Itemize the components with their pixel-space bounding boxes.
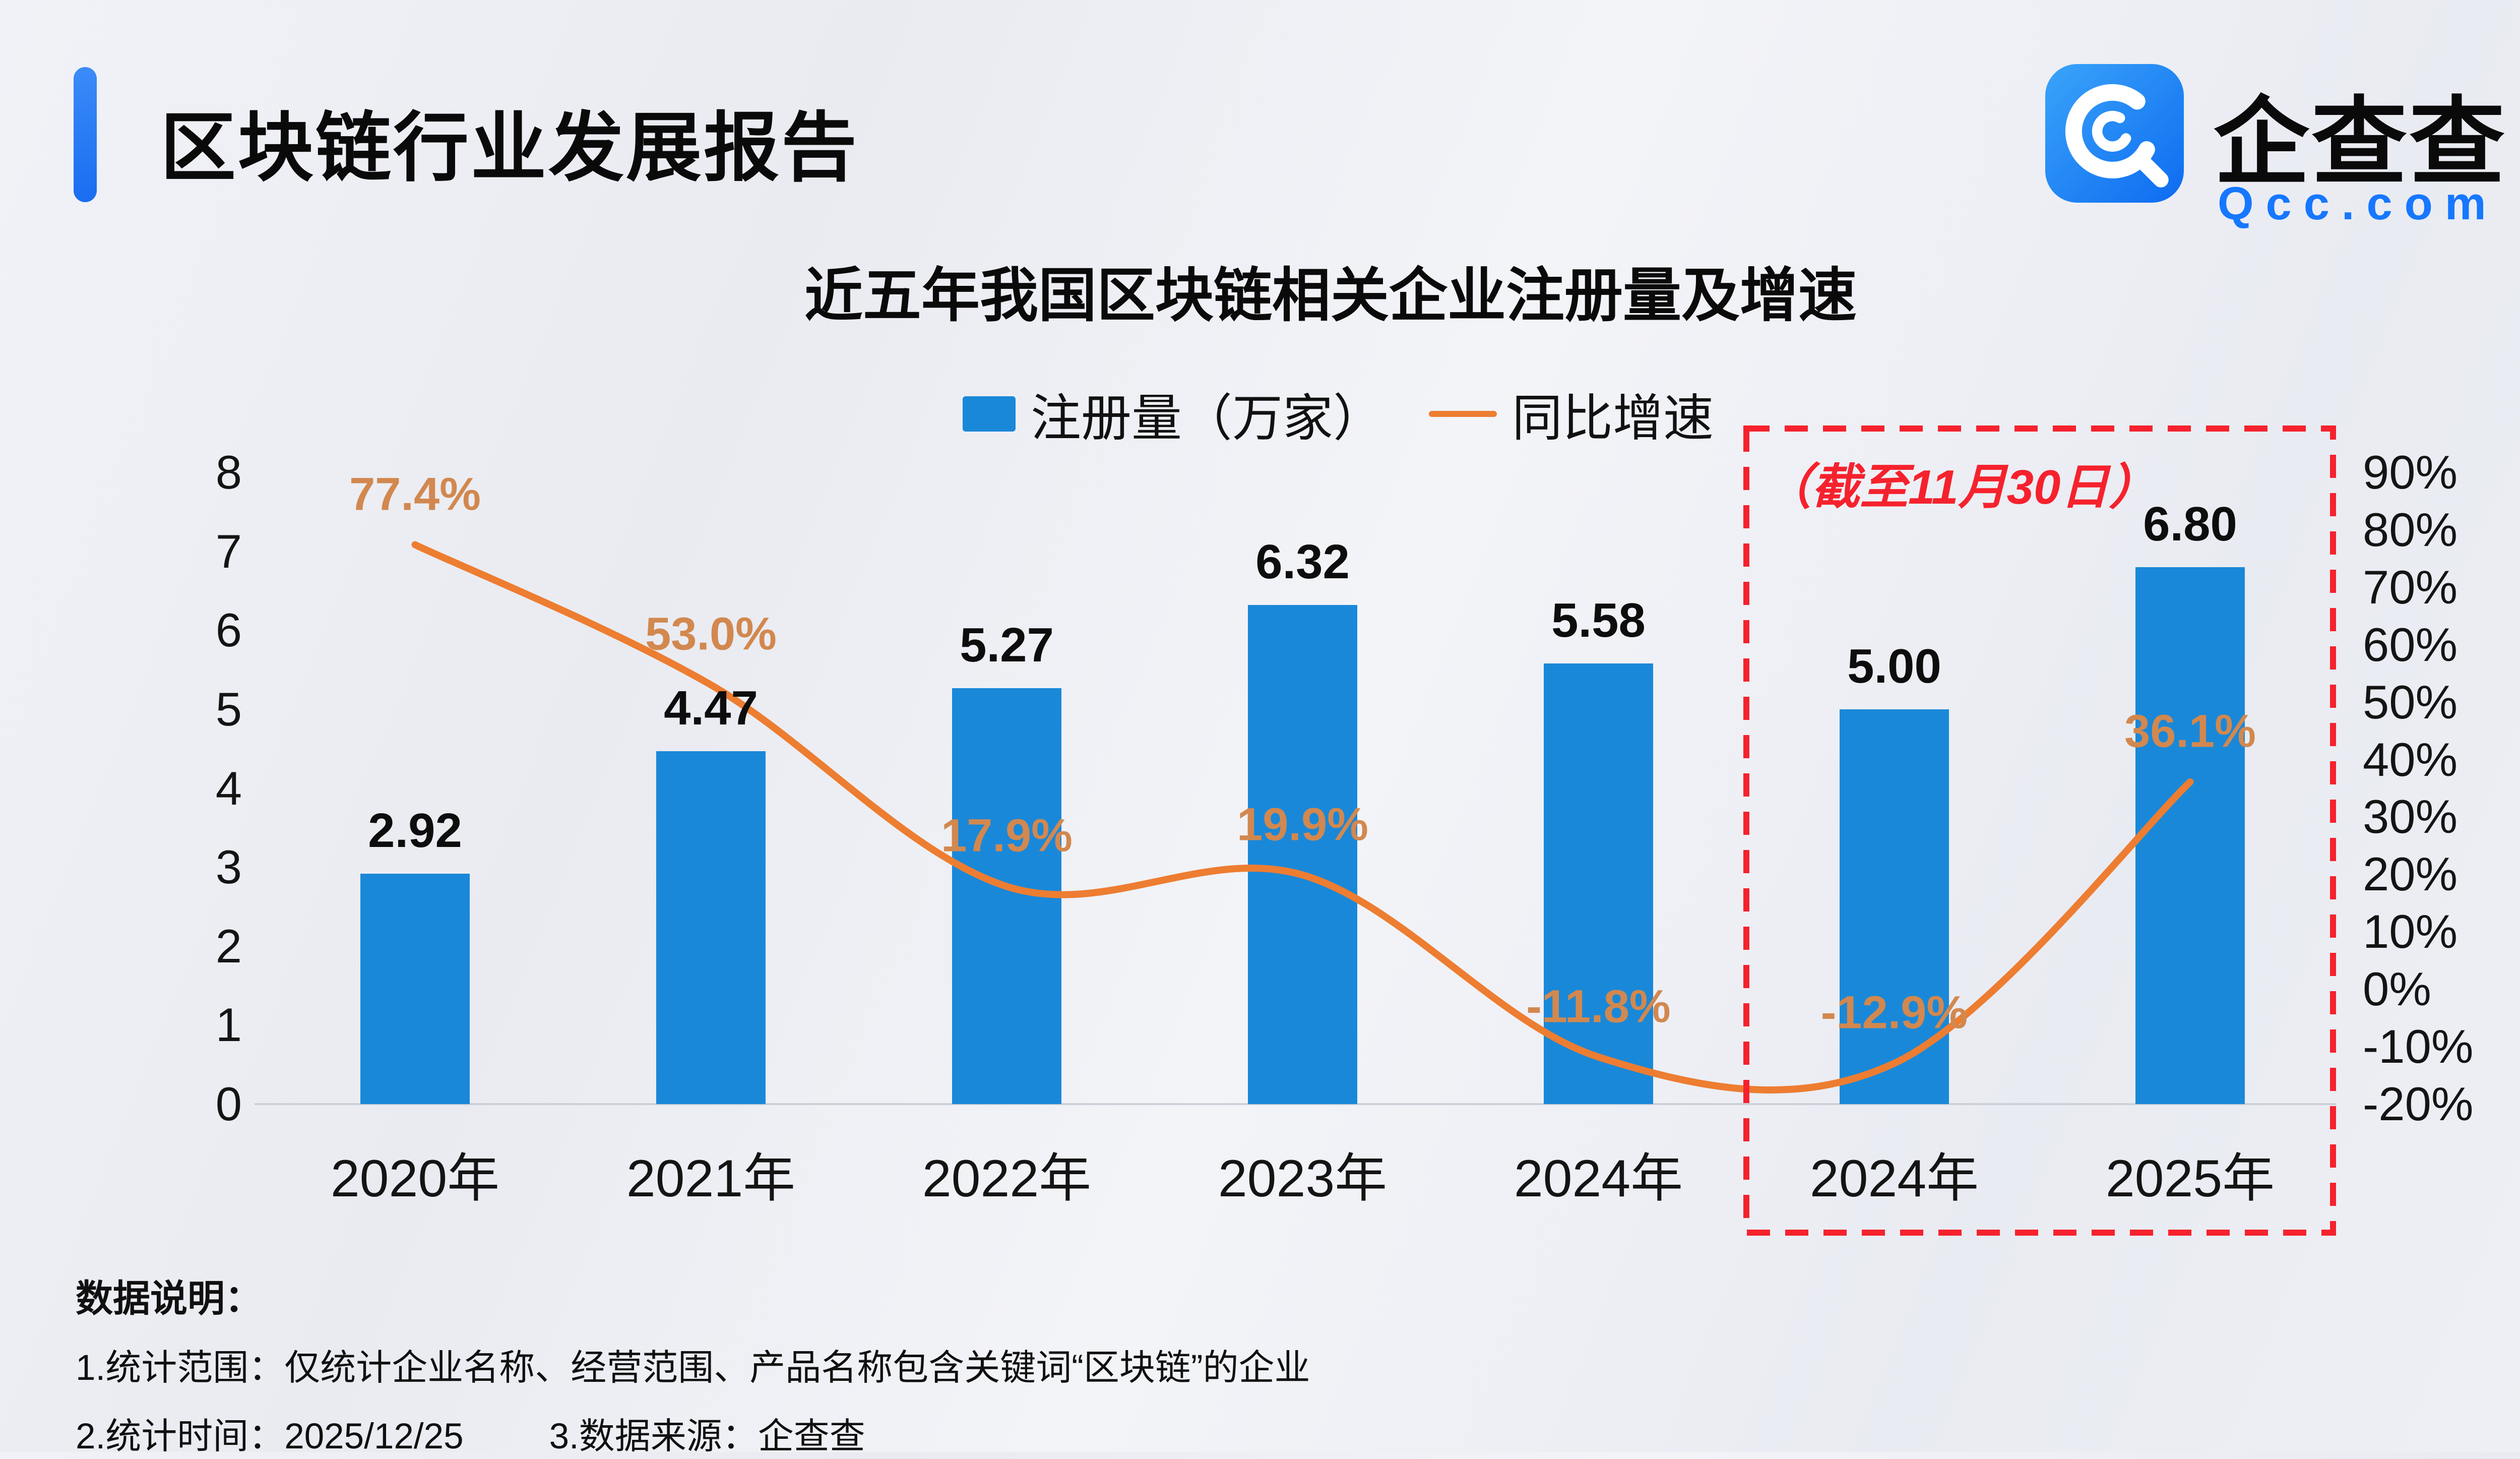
bar-value-label: 6.80 [2143, 497, 2237, 551]
growth-point-label: -11.8% [1526, 981, 1671, 1032]
left-axis-tick: 8 [215, 446, 242, 499]
right-axis-tick: 20% [2363, 847, 2458, 901]
left-axis-tick: 0 [215, 1077, 242, 1130]
left-axis-tick: 3 [215, 840, 242, 894]
legend-bar-label: 注册量（万家） [1031, 390, 1383, 447]
right-axis-tick: 80% [2363, 503, 2458, 556]
right-axis-tick: 40% [2363, 733, 2458, 786]
growth-point-label: -12.9% [1820, 987, 1968, 1039]
right-axis-tick: -10% [2363, 1020, 2474, 1073]
footer-note-source: 3.数据来源：企查查 [549, 1417, 865, 1456]
chart-legend: 注册量（万家） 同比增速 [0, 377, 2520, 450]
right-axis-tick: 30% [2363, 790, 2458, 843]
registration-bar [656, 751, 766, 1104]
right-axis-tick: 90% [2363, 446, 2458, 499]
legend-line-swatch [1429, 410, 1497, 417]
footer-note-scope: 1.统计范围：仅统计企业名称、经营范围、产品名称包含关键词“区块链”的企业 [76, 1348, 1310, 1388]
registration-bar [2135, 567, 2245, 1104]
right-axis-tick: -20% [2363, 1077, 2474, 1130]
qcc-logo-icon [2045, 64, 2184, 203]
registration-bar [360, 873, 470, 1104]
bar-value-label: 6.32 [1255, 535, 1350, 589]
right-axis-tick: 50% [2363, 675, 2458, 728]
x-axis-label: 2024年 [1809, 1149, 1979, 1208]
right-axis-tick: 60% [2363, 618, 2458, 671]
bar-value-label: 4.47 [664, 681, 758, 735]
right-axis-tick: 0% [2363, 962, 2431, 1016]
growth-point-label: 77.4% [349, 468, 481, 520]
brand-domain: Qcc.com [2218, 178, 2498, 229]
left-axis-tick: 4 [215, 761, 242, 815]
bar-value-label: 5.58 [1551, 593, 1646, 648]
left-axis-tick: 2 [215, 919, 242, 972]
registration-bar [952, 688, 1061, 1104]
x-axis-label: 2021年 [626, 1149, 796, 1208]
bar-value-label: 5.00 [1847, 639, 1941, 693]
x-axis-label: 2024年 [1514, 1149, 1683, 1208]
bar-value-label: 5.27 [960, 618, 1054, 672]
growth-point-label: 53.0% [645, 608, 777, 660]
legend-line-label: 同比增速 [1512, 390, 1714, 447]
registration-bar [1544, 663, 1653, 1104]
legend-item-line: 同比增速 [1429, 377, 1714, 450]
x-axis-label: 2025年 [2105, 1149, 2275, 1208]
left-axis-tick: 5 [215, 682, 242, 736]
left-axis-tick: 7 [215, 524, 242, 578]
page-title: 区块链行业发展报告 [160, 105, 859, 190]
title-accent-bar [74, 67, 97, 202]
footer-note-date: 2.统计时间：2025/12/25 [76, 1417, 464, 1456]
highlight-box [1743, 425, 2336, 1236]
growth-point-label: 17.9% [941, 810, 1073, 862]
brand-name: 企查查 [2214, 89, 2507, 196]
bar-value-label: 2.92 [368, 803, 462, 858]
legend-item-bars: 注册量（万家） [963, 377, 1383, 450]
right-axis-tick: 10% [2363, 905, 2458, 958]
left-axis-tick: 6 [215, 603, 242, 657]
footer-heading: 数据说明： [76, 1278, 262, 1319]
x-axis-label: 2020年 [330, 1149, 500, 1208]
chart-title: 近五年我国区块链相关企业注册量及增速 [804, 263, 1857, 328]
left-axis-tick: 1 [215, 998, 242, 1052]
right-axis-tick: 70% [2363, 560, 2458, 614]
x-axis-label: 2022年 [922, 1149, 1092, 1208]
x-axis-label: 2023年 [1218, 1149, 1388, 1208]
legend-bar-swatch [963, 396, 1016, 432]
footer-note-row: 2.统计时间：2025/12/25 3.数据来源：企查查 [76, 1408, 865, 1459]
highlight-annotation: （截至11月30日） [1763, 460, 2158, 514]
x-axis-line [255, 1103, 2336, 1105]
registration-bar [1840, 709, 1949, 1104]
growth-point-label: 36.1% [2124, 705, 2256, 757]
registration-bar [1248, 605, 1357, 1104]
growth-point-label: 19.9% [1237, 799, 1368, 850]
